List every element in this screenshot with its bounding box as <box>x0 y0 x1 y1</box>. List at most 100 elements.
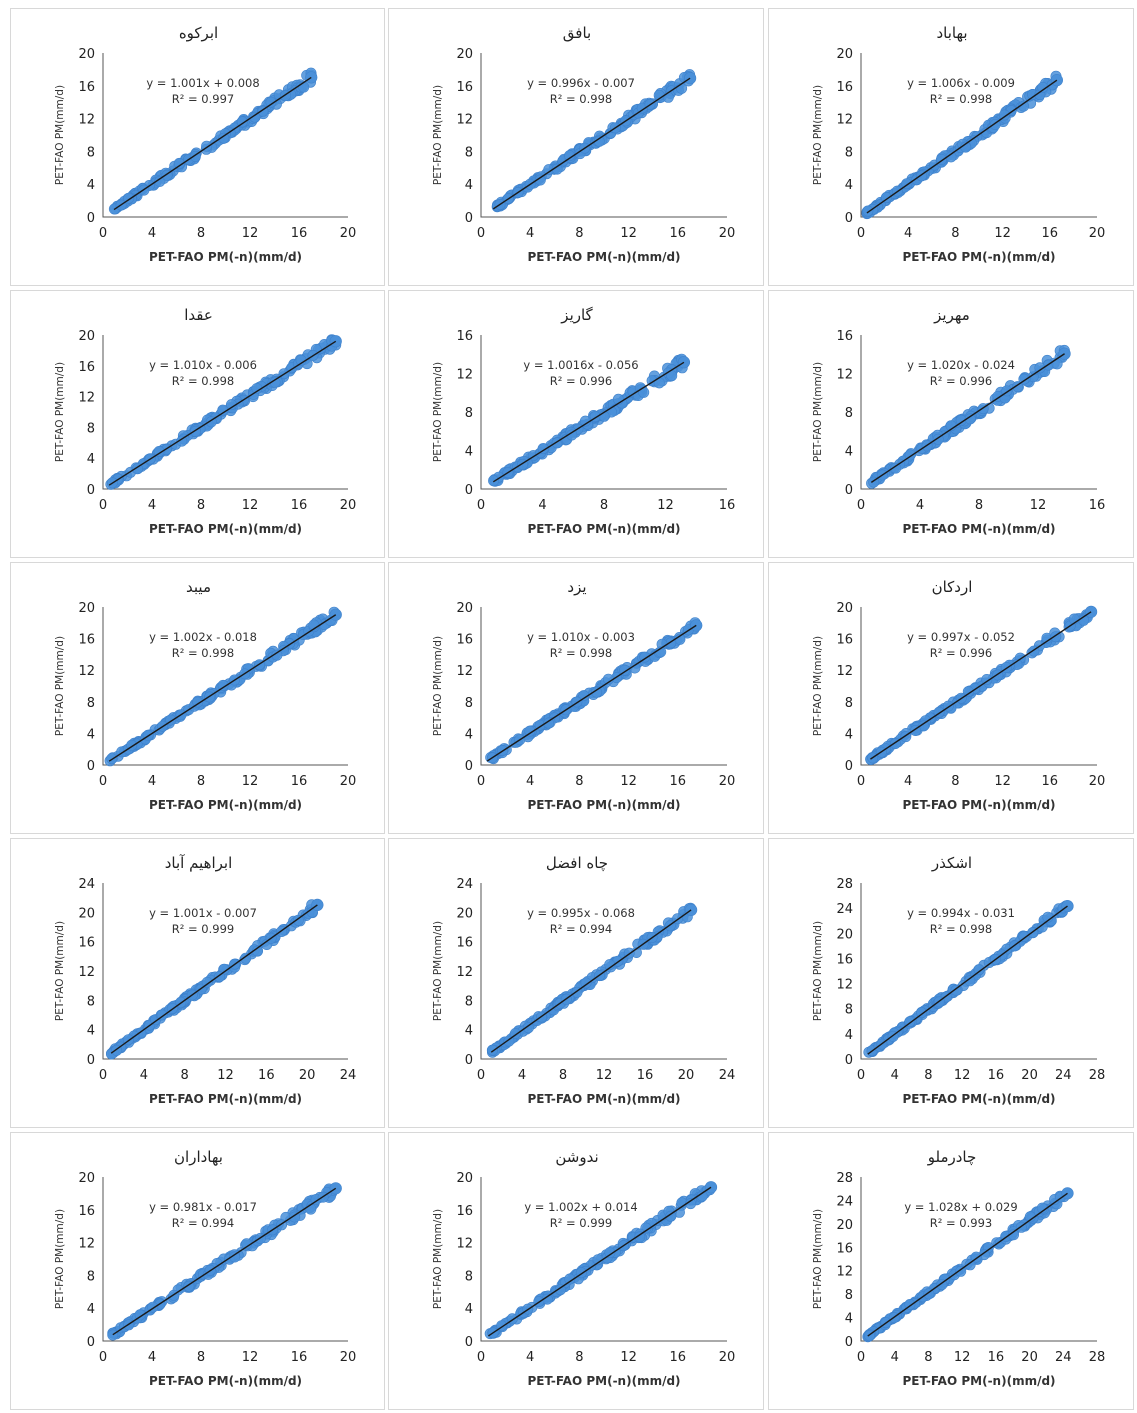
x-tick-label: 16 <box>670 226 687 241</box>
x-tick-label: 12 <box>217 1068 234 1083</box>
y-tick-label: 8 <box>845 1288 853 1303</box>
trend-line <box>866 79 1058 214</box>
y-tick-label: 12 <box>836 113 853 128</box>
axis-frame <box>860 335 1097 490</box>
x-tick-label: 8 <box>924 1068 932 1083</box>
scatter-chart: یزد 00 4 4 8 8 12 12 16 16 20 20 PET-FAO PM(-n)(mm/d… <box>432 578 735 812</box>
y-tick-label: 12 <box>78 965 95 980</box>
y-tick-label: 8 <box>465 696 473 711</box>
data-point <box>862 205 874 217</box>
y-axis-label: PET-FAO PM(mm/d) <box>54 921 66 1021</box>
data-point <box>534 174 546 186</box>
regression-equation: y = 0.995x - 0.068 <box>527 906 635 920</box>
data-point <box>1037 81 1049 93</box>
data-point <box>271 649 283 661</box>
r-squared: R² = 0.996 <box>930 374 992 388</box>
chart-title: بهاداران <box>174 1148 223 1166</box>
y-tick-label: 20 <box>78 1171 95 1186</box>
trend-line <box>867 905 1068 1055</box>
data-point <box>269 376 281 388</box>
y-tick-label: 12 <box>456 368 473 383</box>
data-point <box>665 1210 677 1222</box>
y-axis-label: PET-FAO PM(mm/d) <box>54 85 66 185</box>
regression-equation: y = 1.010x - 0.003 <box>527 630 635 644</box>
chart-title: ندوشن <box>555 1148 598 1166</box>
x-tick-label: 20 <box>340 774 357 789</box>
chart-title: چاه افضل <box>546 854 608 872</box>
trend-line <box>870 353 1065 483</box>
y-tick-label: 8 <box>845 1003 853 1018</box>
chart-title: مهریز <box>933 306 970 324</box>
y-tick-label: 20 <box>78 329 95 344</box>
y-tick-label: 12 <box>78 1237 95 1252</box>
data-point <box>173 157 185 169</box>
y-tick-label: 4 <box>465 178 473 193</box>
regression-equation: y = 1.028x + 0.029 <box>904 1200 1017 1214</box>
x-tick-label: 0 <box>99 1068 107 1083</box>
y-tick-label: 0 <box>87 1053 95 1068</box>
x-tick-label: 12 <box>994 226 1011 241</box>
chart-panel: ابراهیم آباد 0 0 4 4 8 8 12 12 16 16 20 20 24 24 PET-FA… <box>10 838 385 1128</box>
x-tick-label: 16 <box>1042 774 1059 789</box>
y-tick-label: 4 <box>465 1302 473 1317</box>
y-tick-label: 20 <box>78 601 95 616</box>
trend-line <box>867 1192 1068 1337</box>
data-point <box>1058 347 1071 360</box>
data-point <box>229 1251 241 1263</box>
y-tick-label: 24 <box>836 902 853 917</box>
y-tick-label: 16 <box>78 80 95 95</box>
y-tick-label: 28 <box>836 877 853 892</box>
y-tick-label: 4 <box>845 178 853 193</box>
x-tick-label: 0 <box>477 226 485 241</box>
x-tick-label: 0 <box>857 498 865 513</box>
y-tick-label: 8 <box>465 145 473 160</box>
y-tick-label: 20 <box>836 47 853 62</box>
data-point <box>289 1211 301 1223</box>
x-axis-label: PET-FAO PM(-n)(mm/d) <box>149 798 302 812</box>
y-tick-label: 8 <box>87 696 95 711</box>
data-point <box>1085 605 1098 618</box>
y-tick-label: 4 <box>87 452 95 467</box>
data-point <box>684 72 697 85</box>
x-tick-label: 12 <box>1030 498 1047 513</box>
y-tick-label: 20 <box>836 1218 853 1233</box>
x-tick-label: 16 <box>988 1068 1005 1083</box>
chart-panel: گاریز 0 0 4 4 8 8 12 12 16 16 PET-FAO PM(-n)(mm/d) P… <box>388 290 764 558</box>
x-tick-label: 0 <box>857 1350 865 1365</box>
x-tick-label: 12 <box>242 774 259 789</box>
x-axis-label: PET-FAO PM(-n)(mm/d) <box>902 522 1055 536</box>
regression-equation: y = 0.981x - 0.017 <box>149 1200 257 1214</box>
x-axis-label: PET-FAO PM(-n)(mm/d) <box>149 522 302 536</box>
y-tick-label: 20 <box>78 47 95 62</box>
chart-panel: چادرملو 0 0 4 4 8 8 12 12 16 16 20 20 24 24 28 28 PET-FAO… <box>768 1132 1134 1410</box>
x-tick-label: 16 <box>988 1350 1005 1365</box>
data-point <box>962 686 974 698</box>
x-tick-label: 8 <box>575 774 583 789</box>
axis-frame <box>102 883 348 1060</box>
x-tick-label: 20 <box>1021 1068 1038 1083</box>
y-tick-label: 24 <box>836 1194 853 1209</box>
chart-panel: عقدا 0 0 4 4 8 8 12 12 16 16 20 20 PET-FAO PM(-n)(mm/… <box>10 290 385 558</box>
data-point <box>240 952 252 964</box>
x-tick-label: 0 <box>857 1068 865 1083</box>
chart-panel: یزد 0 0 4 4 8 8 12 12 16 16 20 20 PET-FAO PM(-n)(mm/d… <box>388 562 764 834</box>
regression-equation: y = 1.0016x - 0.056 <box>523 358 638 372</box>
y-tick-label: 12 <box>836 978 853 993</box>
y-tick-label: 8 <box>465 994 473 1009</box>
r-squared: R² = 0.998 <box>550 92 612 106</box>
y-axis-label: PET-FAO PM(mm/d) <box>812 85 824 185</box>
data-point <box>1051 358 1063 370</box>
data-point <box>1036 921 1048 933</box>
x-tick-label: 4 <box>148 774 156 789</box>
x-tick-label: 0 <box>99 226 107 241</box>
r-squared: R² = 0.994 <box>550 922 612 936</box>
trend-line <box>112 1187 337 1336</box>
y-tick-label: 16 <box>456 1204 473 1219</box>
x-tick-label: 20 <box>1021 1350 1038 1365</box>
y-tick-label: 16 <box>456 80 473 95</box>
y-tick-label: 0 <box>465 759 473 774</box>
scatter-chart: میبد 00 4 4 8 8 12 12 16 16 20 20 PET-FAO PM(-n)(mm/… <box>54 578 357 812</box>
chart-panel: اشکذر 0 0 4 4 8 8 12 12 16 16 20 20 24 24 28 28 PET-FAO P… <box>768 838 1134 1128</box>
data-point <box>218 132 230 144</box>
y-tick-label: 0 <box>845 759 853 774</box>
